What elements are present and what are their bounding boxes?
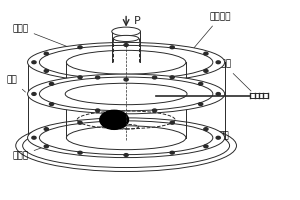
Circle shape [78, 76, 82, 79]
Circle shape [78, 46, 82, 49]
Circle shape [78, 121, 82, 124]
Ellipse shape [113, 35, 139, 41]
Text: P: P [134, 16, 140, 26]
Circle shape [124, 119, 128, 122]
Circle shape [95, 76, 100, 79]
Circle shape [124, 44, 128, 46]
Circle shape [95, 109, 100, 112]
Text: 下阳模: 下阳模 [13, 145, 50, 160]
Ellipse shape [16, 120, 236, 171]
Ellipse shape [66, 50, 186, 74]
Ellipse shape [65, 83, 187, 105]
Circle shape [170, 76, 174, 79]
Circle shape [170, 151, 174, 154]
Circle shape [199, 82, 203, 85]
Text: 上阳模: 上阳模 [13, 24, 69, 47]
Ellipse shape [22, 124, 230, 168]
Circle shape [204, 128, 208, 130]
Circle shape [204, 52, 208, 55]
Circle shape [100, 110, 128, 129]
Ellipse shape [39, 45, 213, 79]
Ellipse shape [28, 74, 225, 114]
Circle shape [44, 145, 48, 148]
Circle shape [50, 82, 54, 85]
Circle shape [204, 70, 208, 72]
Ellipse shape [39, 77, 213, 111]
Ellipse shape [112, 27, 140, 36]
Text: 热电偶: 热电偶 [216, 60, 251, 91]
Ellipse shape [66, 126, 186, 150]
Circle shape [170, 46, 174, 49]
Text: 样品: 样品 [168, 122, 230, 140]
Text: 加热装置: 加热装置 [192, 12, 231, 50]
Ellipse shape [28, 118, 225, 158]
Circle shape [152, 76, 157, 79]
Circle shape [216, 136, 220, 139]
Circle shape [216, 93, 220, 95]
Text: 阴模: 阴模 [7, 76, 26, 92]
Circle shape [152, 109, 157, 112]
Ellipse shape [28, 42, 225, 82]
Circle shape [44, 52, 48, 55]
Circle shape [124, 154, 128, 156]
Circle shape [44, 128, 48, 130]
Bar [250, 93, 268, 98]
Circle shape [170, 121, 174, 124]
Circle shape [216, 61, 220, 64]
Circle shape [199, 103, 203, 106]
Circle shape [32, 93, 36, 95]
Circle shape [44, 70, 48, 72]
Circle shape [124, 78, 128, 81]
Circle shape [78, 151, 82, 154]
Circle shape [32, 61, 36, 64]
Circle shape [204, 145, 208, 148]
Circle shape [50, 103, 54, 106]
Circle shape [32, 136, 36, 139]
Ellipse shape [39, 121, 213, 155]
